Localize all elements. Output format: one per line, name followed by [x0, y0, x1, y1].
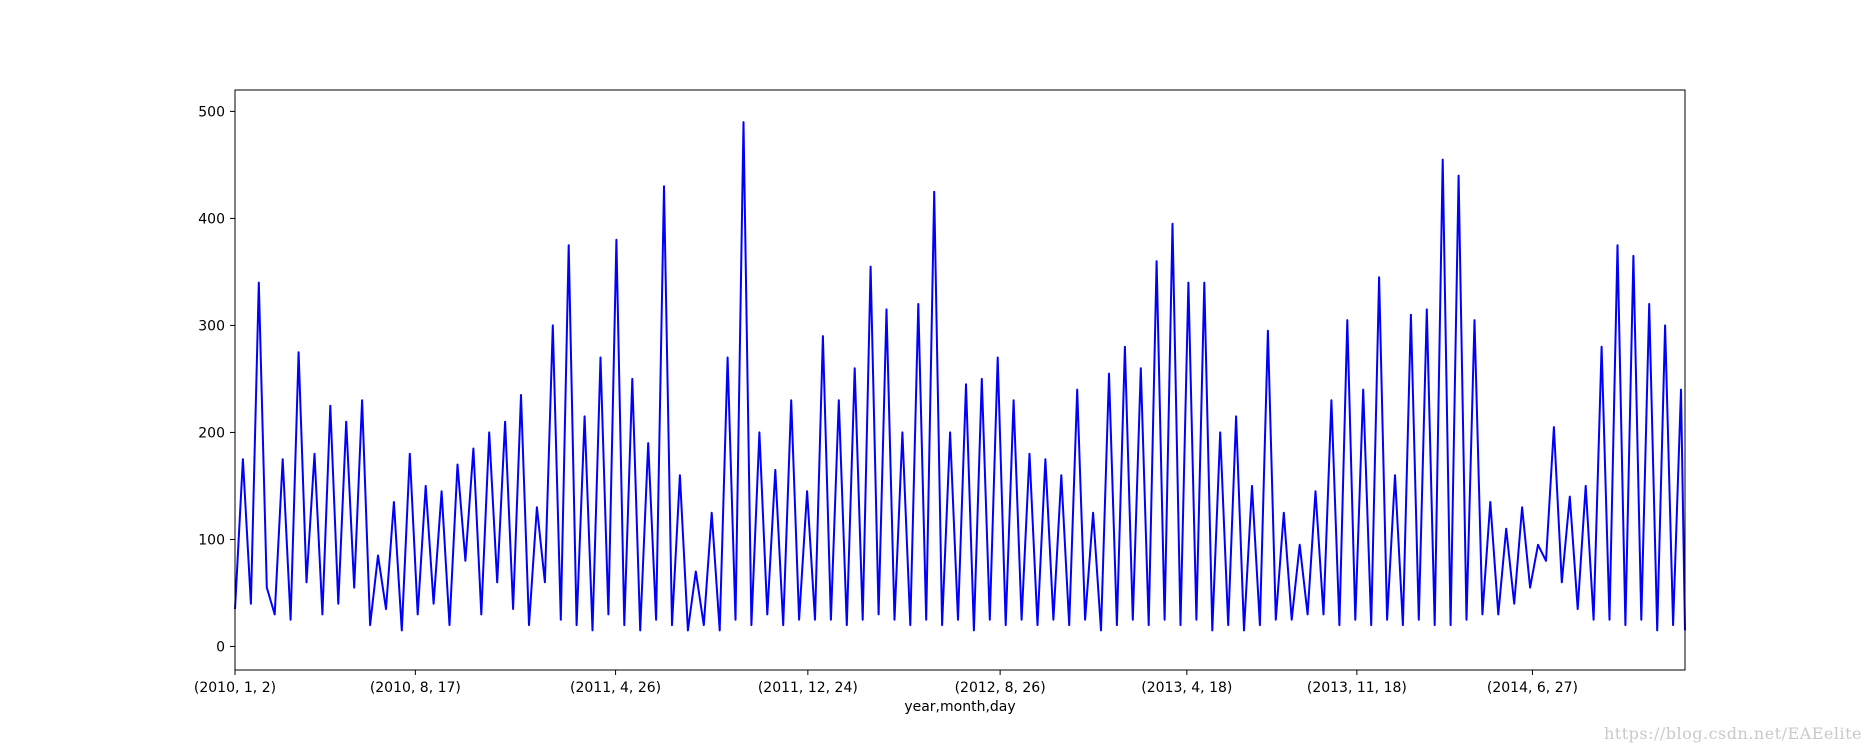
- x-tick-label: (2013, 4, 18): [1141, 680, 1232, 696]
- x-tick-label: (2013, 11, 18): [1307, 680, 1407, 696]
- watermark: https://blog.csdn.net/EAEelite: [1603, 724, 1862, 743]
- x-axis-label: year,month,day: [904, 699, 1015, 715]
- x-tick-label: (2010, 1, 2): [194, 680, 276, 696]
- y-tick-label: 400: [198, 211, 225, 227]
- y-tick-label: 500: [198, 104, 225, 120]
- series-line: [234, 121, 1686, 632]
- y-tick-label: 0: [216, 639, 225, 655]
- x-tick-label: (2010, 8, 17): [370, 680, 461, 696]
- x-tick-label: (2014, 6, 27): [1487, 680, 1578, 696]
- x-tick-label: (2011, 4, 26): [570, 680, 661, 696]
- plot-frame: [234, 89, 1686, 671]
- y-tick-label: 200: [198, 425, 225, 441]
- axes: 0 100 200 300 400 500 (2010, 1, 2) (2010, 8, 17…: [194, 89, 1686, 696]
- x-tick-label: (2012, 8, 26): [955, 680, 1046, 696]
- x-tick-label: (2011, 12, 24): [758, 680, 858, 696]
- y-tick-label: 300: [198, 318, 225, 334]
- plot-area: [234, 121, 1686, 632]
- y-tick-label: 100: [198, 532, 225, 548]
